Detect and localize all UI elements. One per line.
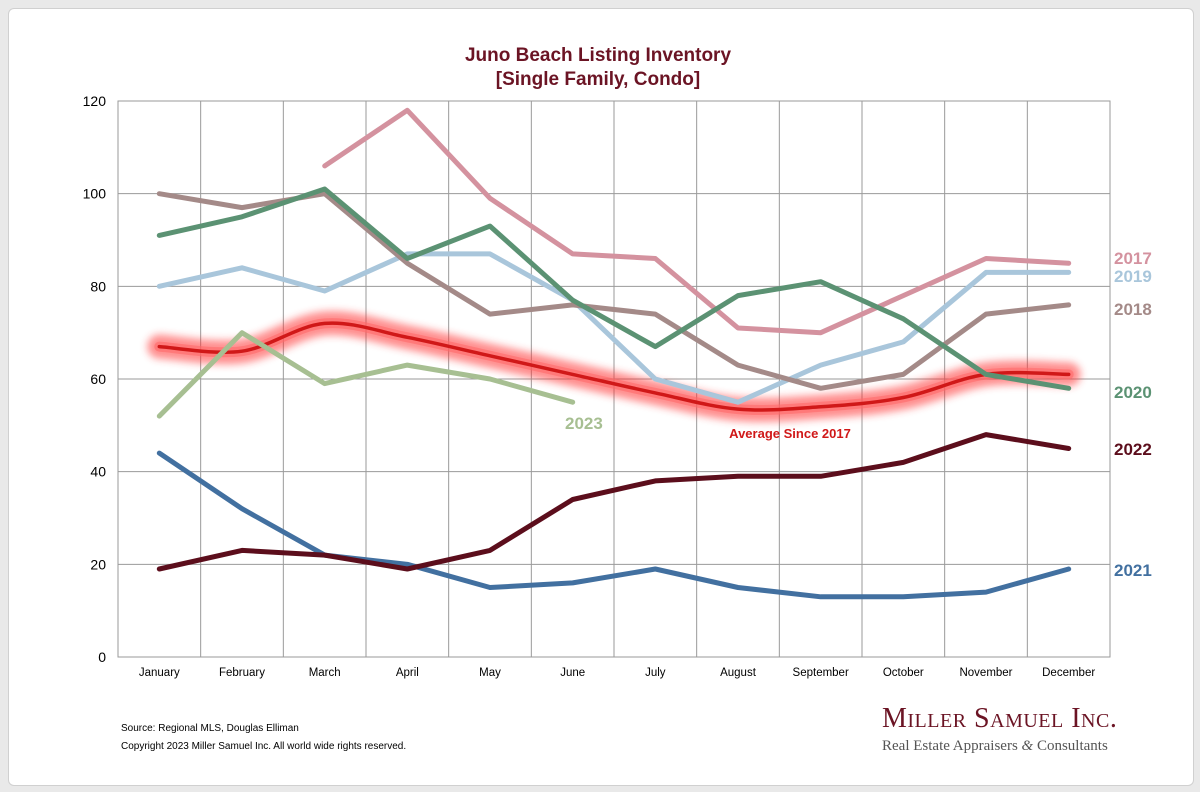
brand-tagline-start: Real Estate Appraisers [882,738,1022,754]
brand-tagline-end: Consultants [1033,738,1108,754]
series-line-2021 [156,450,1072,600]
series-label-2021: 2021 [1114,561,1152,580]
series-layer [147,107,1081,600]
series-line-average-since-2017 [157,321,1071,412]
series-line-2022 [156,432,1072,572]
y-tick-label-60: 60 [90,371,106,387]
series-label-layer: 2017 2018 2019 2020 2021 2022 2023 Average Sinc… [565,249,1152,580]
series-label-2022: 2022 [1114,440,1152,459]
copyright-note: Copyright 2023 Miller Samuel Inc. All wo… [121,741,407,752]
series-label-2023: 2023 [565,414,603,433]
series-label-2020: 2020 [1114,383,1152,402]
brand-tagline-amp: & [1021,738,1034,754]
x-tick-label-march: March [309,667,341,679]
source-note: Source: Regional MLS, Douglas Elliman [121,723,299,734]
x-tick-label-august: August [720,667,757,679]
chart-title: Juno Beach Listing Inventory [465,45,731,66]
series-line-2020 [156,186,1072,391]
brand-tagline: Real Estate Appraisers & Consultants [882,738,1108,755]
series-label-2018: 2018 [1114,300,1152,319]
x-tick-label-september: September [793,667,849,679]
y-tick-label-20: 20 [90,556,106,572]
x-tick-label-october: October [883,667,924,679]
chart-subtitle: [Single Family, Condo] [496,69,700,90]
series-line-2017 [322,107,1072,336]
x-tick-label-january: January [139,667,180,679]
series-line-2023 [156,330,576,419]
x-tick-label-june: June [560,667,585,679]
series-label-average-since-2017: Average Since 2017 [729,426,851,441]
x-tick-label-april: April [396,667,419,679]
grid-layer [117,100,1111,658]
chart-card [8,8,1194,786]
y-tick-label-0: 0 [98,649,106,665]
series-label-2017: 2017 [1114,249,1152,268]
y-tick-label-100: 100 [83,186,107,202]
y-tick-label-40: 40 [90,464,106,480]
y-tick-label-120: 120 [83,93,107,109]
x-tick-label-february: February [219,667,265,679]
series-label-2019: 2019 [1114,267,1152,286]
x-tick-label-july: July [645,667,666,679]
x-tick-label-december: December [1042,667,1095,679]
axis-layer: 0 20 40 60 80 100 120 January February March April… [83,93,1096,679]
y-tick-label-80: 80 [90,278,106,294]
x-tick-label-november: November [959,667,1012,679]
brand-logo-name: Miller Samuel Inc. [882,703,1118,734]
x-tick-label-may: May [479,667,501,679]
